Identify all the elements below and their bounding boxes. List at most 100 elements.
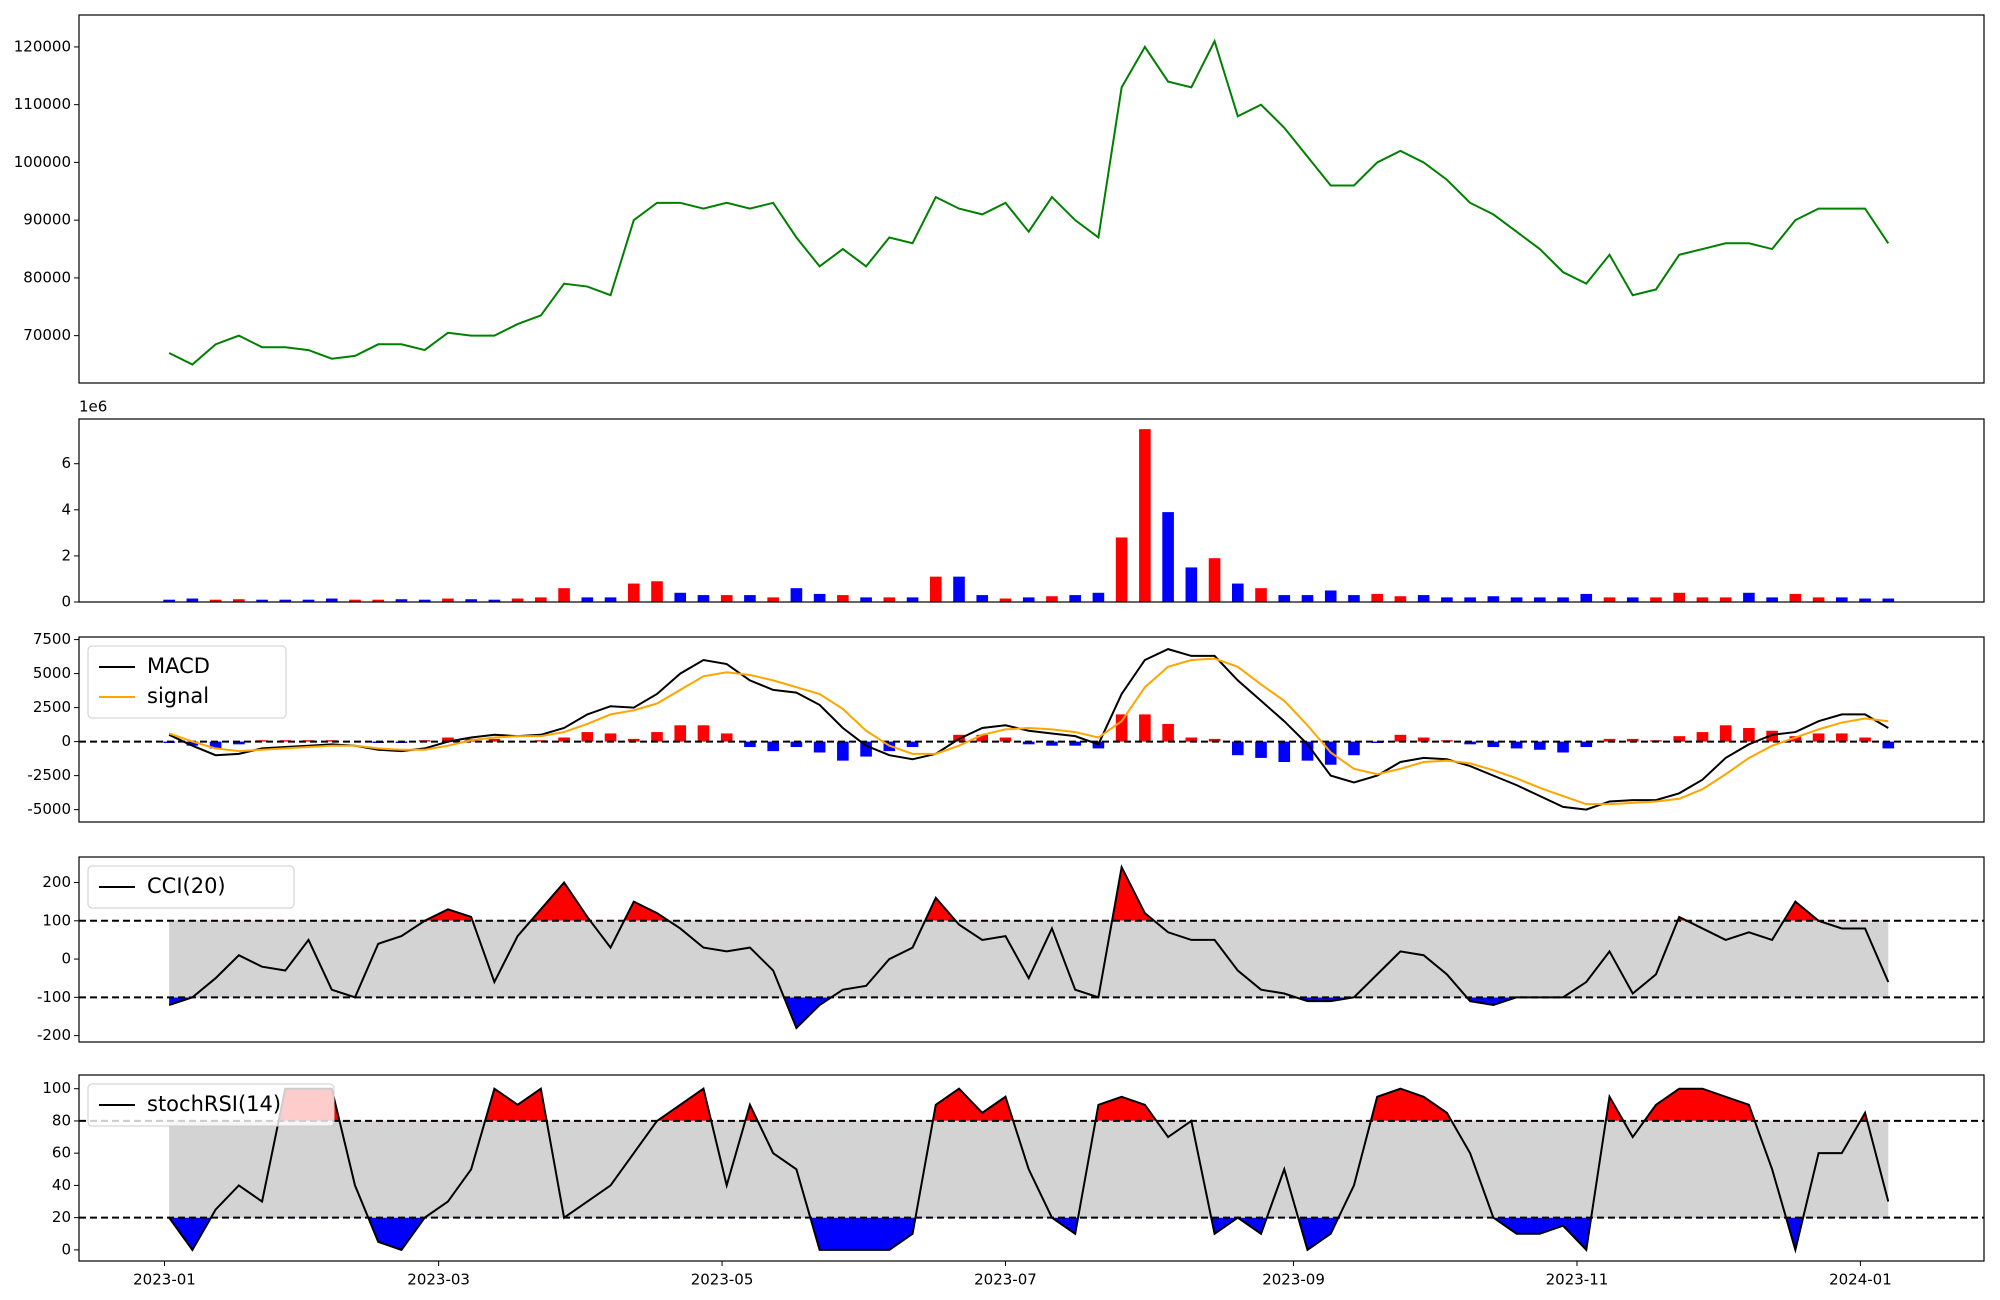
volume-bar [674,592,687,602]
histogram-bar [1882,741,1895,749]
volume-bar [1092,592,1105,602]
volume-bar [1673,592,1686,602]
x-tick-label: 2023-03 [407,1271,470,1289]
histogram-bar [697,725,710,742]
volume-bar [1626,597,1639,602]
volume-bar [837,595,849,602]
legend-label: MACD [147,654,210,678]
volume-bar [1557,597,1569,602]
volume-bar [1882,598,1895,602]
series-line [168,648,1889,811]
volume-bar [929,576,942,602]
y-tick-label: 200 [42,873,71,891]
legend-box [87,645,287,719]
histogram-bar [1115,714,1128,742]
histogram-bar [1696,732,1709,742]
volume-bar [1487,596,1500,602]
histogram-bar [1231,741,1244,756]
histogram-bar [1580,741,1593,748]
volume-bar [395,599,408,602]
histogram-bar [999,737,1012,742]
histogram-bar [906,741,919,748]
volume-bar [279,599,292,602]
volume-bar [1580,593,1593,602]
volume-bar [1719,597,1732,602]
volume-bar [1348,595,1360,602]
y-tick-label: 2500 [33,698,71,716]
histogram-bar [744,741,756,748]
axes-frame [78,856,1985,1043]
volume-bar [1417,595,1430,602]
volume-bar [1464,597,1476,602]
y-tick-label: -100 [37,988,71,1006]
volume-bar [1185,567,1198,602]
volume-bar [325,598,338,602]
histogram-bar [1255,741,1267,758]
overbought-fill [278,1088,1868,1121]
volume-bar [651,581,663,602]
histogram-bar [1394,734,1407,742]
histogram-bar [860,741,872,757]
histogram-bar [767,741,779,752]
volume-bar [976,595,989,602]
volume-bar [906,597,919,602]
axis-offset-label: 1e6 [79,398,107,416]
volume-bar [1278,595,1291,602]
x-tick-label: 2023-11 [1546,1271,1609,1289]
volume-bar [1162,512,1174,602]
histogram-bar [813,741,826,753]
histogram-bar [1139,714,1151,742]
histogram-bar [1626,738,1639,742]
histogram-bar [790,741,803,748]
histogram-bar [581,732,594,742]
volume-bar [720,595,733,602]
volume-bar [1650,597,1662,602]
histogram-bar [1069,741,1081,746]
y-tick-label: 20 [52,1208,71,1226]
histogram-bar [604,733,617,742]
y-tick-label: 120000 [14,37,71,55]
volume-bar [1046,596,1058,602]
volume-bar [1371,593,1383,602]
volume-bar [1510,597,1523,602]
histogram-bar [627,738,640,742]
axes-frame [78,418,1985,603]
volume-bar [349,599,361,602]
volume-bar [1324,590,1337,602]
volume-bar [302,599,315,602]
volume-bar [1441,597,1453,602]
volume-bar [1766,597,1778,602]
volume-bar [1534,597,1546,602]
volume-bar [1789,593,1802,602]
y-tick-label: 80 [52,1111,71,1129]
histogram-bar [186,741,199,746]
histogram-bar [1022,741,1035,745]
histogram-bar [1417,737,1430,742]
legend-label: stochRSI(14) [147,1092,281,1116]
volume-bar [511,598,524,602]
histogram-bar [1301,741,1314,761]
histogram-bar [651,732,663,742]
histogram-bar [1557,741,1569,753]
y-tick-label: 110000 [14,95,71,113]
series-line [168,1086,1890,1254]
y-tick-label: 90000 [23,211,71,229]
panel [79,864,1984,1030]
y-tick-label: 100 [42,911,71,929]
histogram-bar [1278,741,1291,763]
volume-bar [535,597,547,602]
histogram-bar [302,740,315,742]
volume-bar [488,599,501,602]
volume-bar [1069,595,1081,602]
volume-bar [744,595,756,602]
legend: stochRSI(14) [87,1083,335,1127]
histogram-bar [488,738,501,742]
volume-bar [1208,558,1221,602]
y-tick-label: 6 [61,454,71,472]
histogram-bar [1743,728,1755,742]
volume-bar [604,597,617,602]
volume-bar [1394,596,1407,602]
volume-bar [697,595,710,602]
legend: CCI(20) [87,865,295,909]
histogram-bar [1162,723,1174,742]
